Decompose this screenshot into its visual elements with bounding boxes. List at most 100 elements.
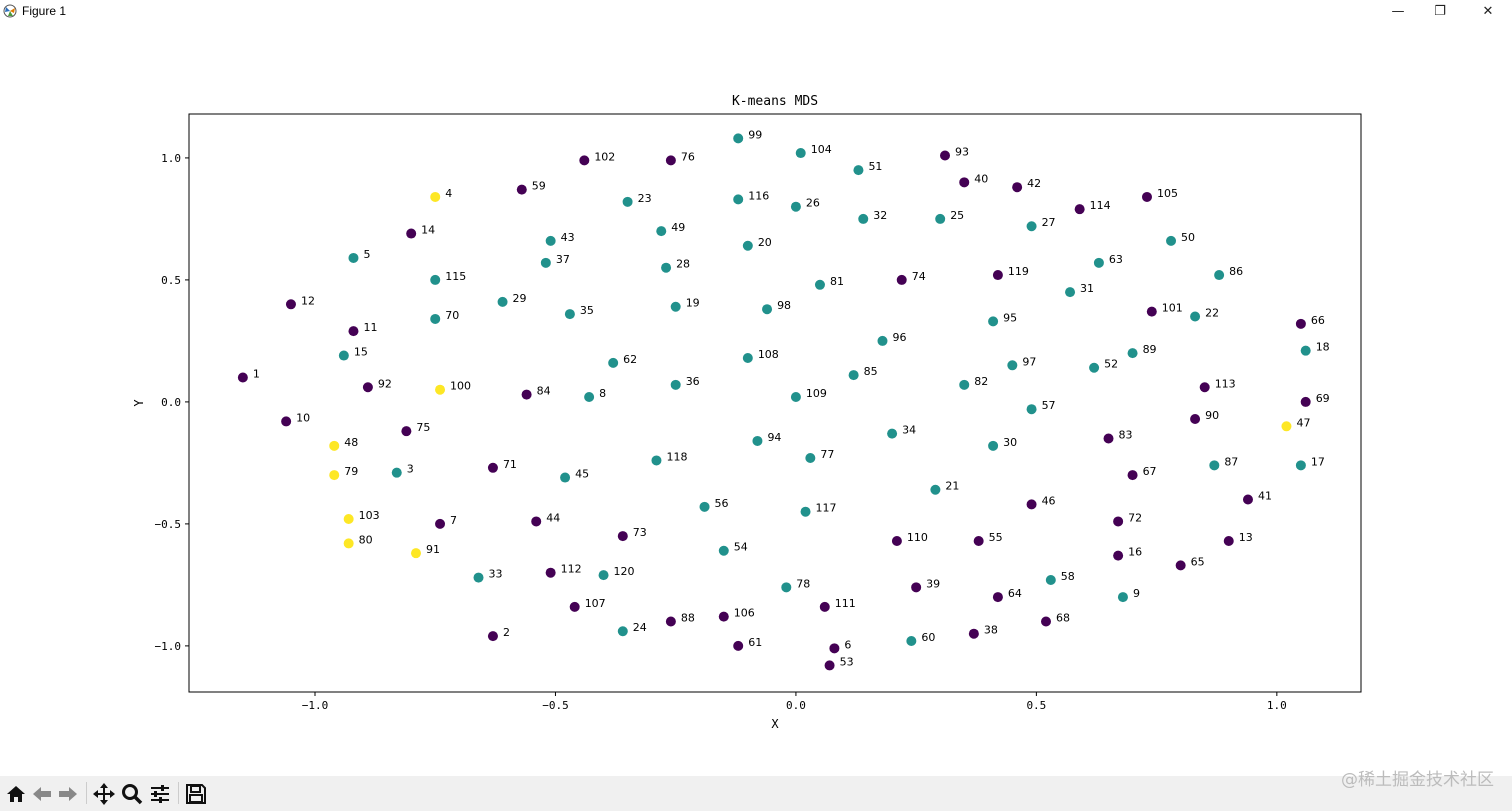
point-label: 35 bbox=[580, 304, 594, 317]
data-point bbox=[343, 514, 354, 525]
point-label: 24 bbox=[633, 621, 647, 634]
pan-button[interactable] bbox=[92, 782, 116, 806]
point-label: 38 bbox=[984, 624, 998, 637]
point-label: 74 bbox=[912, 270, 926, 283]
data-point bbox=[1146, 306, 1157, 317]
point-label: 63 bbox=[1109, 253, 1123, 266]
point-label: 17 bbox=[1311, 455, 1325, 468]
point-label: 89 bbox=[1143, 343, 1157, 356]
data-point bbox=[1281, 421, 1292, 432]
data-point bbox=[1117, 592, 1128, 603]
data-point bbox=[617, 531, 628, 542]
point-label: 60 bbox=[921, 631, 935, 644]
data-point bbox=[531, 516, 542, 527]
minimize-button[interactable]: — bbox=[1391, 4, 1405, 19]
data-point bbox=[1166, 235, 1177, 246]
point-label: 95 bbox=[1003, 311, 1017, 324]
point-label: 46 bbox=[1042, 494, 1056, 507]
point-label: 22 bbox=[1205, 307, 1219, 320]
data-point bbox=[992, 270, 1003, 281]
y-tick-label: −0.5 bbox=[155, 518, 182, 531]
point-label: 23 bbox=[638, 192, 652, 205]
point-label: 88 bbox=[681, 611, 695, 624]
data-point bbox=[1026, 404, 1037, 415]
point-label: 14 bbox=[421, 224, 435, 237]
data-point bbox=[968, 628, 979, 639]
point-label: 25 bbox=[950, 209, 964, 222]
data-point bbox=[584, 392, 595, 403]
axes-frame bbox=[188, 113, 1362, 693]
data-point bbox=[781, 582, 792, 593]
data-point bbox=[930, 484, 941, 495]
configure-subplots-button[interactable] bbox=[148, 782, 172, 806]
data-point bbox=[622, 196, 633, 207]
data-point bbox=[598, 570, 609, 581]
data-point bbox=[718, 545, 729, 556]
data-point bbox=[1300, 345, 1311, 356]
point-label: 47 bbox=[1296, 416, 1310, 429]
point-label: 106 bbox=[734, 607, 755, 620]
data-point bbox=[343, 538, 354, 549]
data-point bbox=[1209, 460, 1220, 471]
data-point bbox=[362, 382, 373, 393]
zoom-button[interactable] bbox=[120, 782, 144, 806]
home-button[interactable] bbox=[4, 782, 28, 806]
data-point bbox=[430, 313, 441, 324]
point-label: 55 bbox=[989, 531, 1003, 544]
close-button[interactable]: ✕ bbox=[1482, 4, 1494, 19]
y-tick-label: 1.0 bbox=[161, 152, 181, 165]
x-axis-label: X bbox=[771, 717, 779, 731]
point-label: 111 bbox=[835, 597, 856, 610]
point-label: 80 bbox=[359, 533, 373, 546]
x-tick-label: −1.0 bbox=[302, 699, 329, 712]
point-label: 90 bbox=[1205, 409, 1219, 422]
data-point bbox=[1214, 270, 1225, 281]
scatter-plot: −1.0 −0.5 0.0 0.5 1.0−1.0−0.50.00.51.0 12345… bbox=[132, 94, 1362, 731]
point-label: 49 bbox=[671, 221, 685, 234]
data-point bbox=[699, 501, 710, 512]
y-axis-label: Y bbox=[132, 399, 146, 407]
point-label: 72 bbox=[1128, 511, 1142, 524]
navigation-toolbar bbox=[0, 776, 1512, 811]
point-label: 101 bbox=[1162, 302, 1183, 315]
data-point bbox=[281, 416, 292, 427]
data-point bbox=[1113, 516, 1124, 527]
data-point bbox=[1190, 413, 1201, 424]
restore-button[interactable]: ❐ bbox=[1434, 4, 1446, 19]
data-point bbox=[1040, 616, 1051, 627]
point-label: 112 bbox=[561, 563, 582, 576]
data-point bbox=[329, 470, 340, 481]
point-label: 96 bbox=[892, 331, 906, 344]
point-label: 82 bbox=[974, 375, 988, 388]
data-point bbox=[805, 453, 816, 464]
data-point bbox=[718, 611, 729, 622]
save-button[interactable] bbox=[184, 782, 208, 806]
data-point bbox=[742, 352, 753, 363]
data-point bbox=[896, 274, 907, 285]
data-point bbox=[497, 296, 508, 307]
data-point bbox=[891, 535, 902, 546]
data-point bbox=[988, 440, 999, 451]
point-label: 33 bbox=[489, 568, 503, 581]
data-point bbox=[935, 213, 946, 224]
data-point bbox=[1089, 362, 1100, 373]
data-point bbox=[1300, 396, 1311, 407]
data-point bbox=[1127, 470, 1138, 481]
data-point bbox=[410, 548, 421, 559]
point-label: 31 bbox=[1080, 282, 1094, 295]
data-point bbox=[237, 372, 248, 383]
point-label: 37 bbox=[556, 253, 570, 266]
data-point bbox=[992, 592, 1003, 603]
point-label: 32 bbox=[873, 209, 887, 222]
data-point bbox=[1093, 257, 1104, 268]
data-point bbox=[329, 440, 340, 451]
back-button[interactable] bbox=[30, 782, 54, 806]
forward-button[interactable] bbox=[56, 782, 80, 806]
data-point bbox=[800, 506, 811, 517]
data-point bbox=[545, 567, 556, 578]
data-point bbox=[579, 155, 590, 166]
data-point bbox=[608, 357, 619, 368]
point-label: 8 bbox=[599, 387, 606, 400]
point-label: 4 bbox=[445, 187, 452, 200]
point-label: 76 bbox=[681, 150, 695, 163]
